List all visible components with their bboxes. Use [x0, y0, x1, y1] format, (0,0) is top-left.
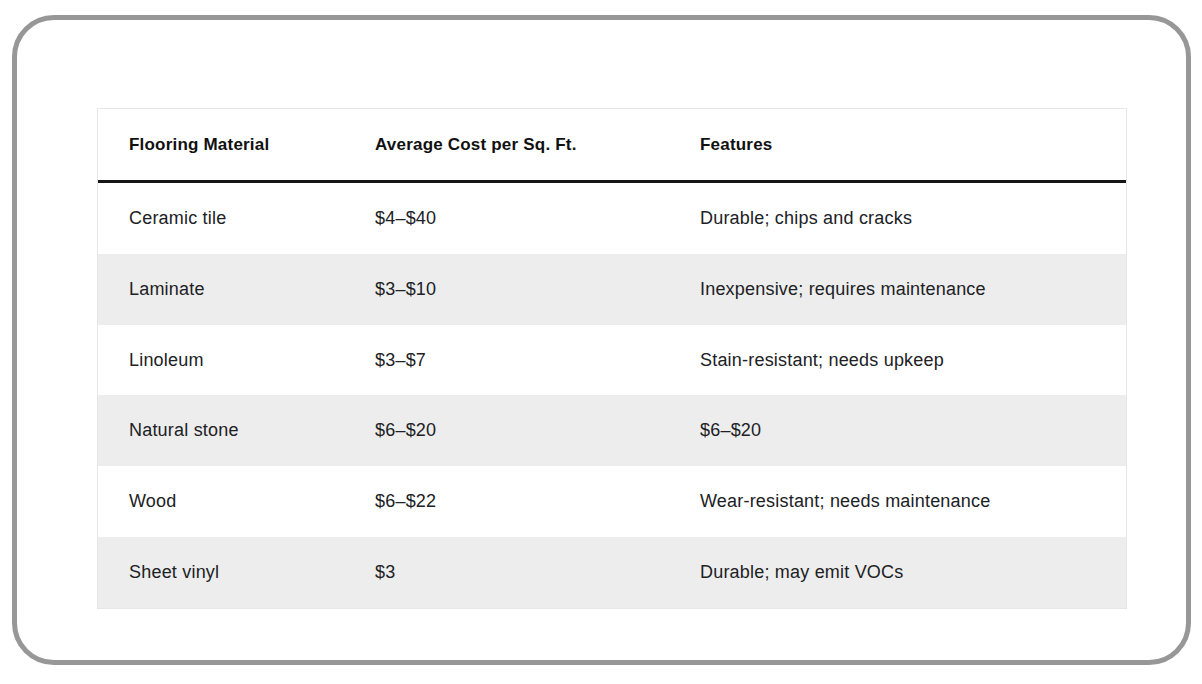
cell-cost: $6–$20: [344, 395, 669, 466]
cell-features: Stain-resistant; needs upkeep: [669, 325, 1126, 396]
cell-features: Durable; chips and cracks: [669, 183, 1126, 254]
table-row: Sheet vinyl $3 Durable; may emit VOCs: [98, 537, 1126, 608]
table-row: Wood $6–$22 Wear-resistant; needs mainte…: [98, 466, 1126, 537]
cell-cost: $6–$22: [344, 466, 669, 537]
cell-cost: $4–$40: [344, 183, 669, 254]
rounded-border-frame: Flooring MaterialAverage Cost per Sq. Ft…: [12, 15, 1191, 665]
table-row: Linoleum $3–$7 Stain-resistant; needs up…: [98, 325, 1126, 396]
cell-material: Sheet vinyl: [98, 537, 344, 608]
table-row: Natural stone $6–$20 $6–$20: [98, 395, 1126, 466]
flooring-comparison-table: Flooring MaterialAverage Cost per Sq. Ft…: [97, 108, 1127, 609]
table-row: Laminate $3–$10 Inexpensive; requires ma…: [98, 254, 1126, 325]
cell-features: Wear-resistant; needs maintenance: [669, 466, 1126, 537]
table-header-row: Flooring MaterialAverage Cost per Sq. Ft…: [98, 109, 1126, 183]
cell-material: Natural stone: [98, 395, 344, 466]
cell-material: Ceramic tile: [98, 183, 344, 254]
column-header: Features: [669, 109, 1126, 180]
table-body: Ceramic tile $4–$40 Durable; chips and c…: [98, 183, 1126, 608]
cell-features: $6–$20: [669, 395, 1126, 466]
cell-cost: $3–$7: [344, 325, 669, 396]
cell-features: Inexpensive; requires maintenance: [669, 254, 1126, 325]
cell-cost: $3: [344, 537, 669, 608]
cell-material: Laminate: [98, 254, 344, 325]
table-row: Ceramic tile $4–$40 Durable; chips and c…: [98, 183, 1126, 254]
column-header: Average Cost per Sq. Ft.: [344, 109, 669, 180]
cell-material: Linoleum: [98, 325, 344, 396]
cell-material: Wood: [98, 466, 344, 537]
cell-features: Durable; may emit VOCs: [669, 537, 1126, 608]
column-header: Flooring Material: [98, 109, 344, 180]
cell-cost: $3–$10: [344, 254, 669, 325]
